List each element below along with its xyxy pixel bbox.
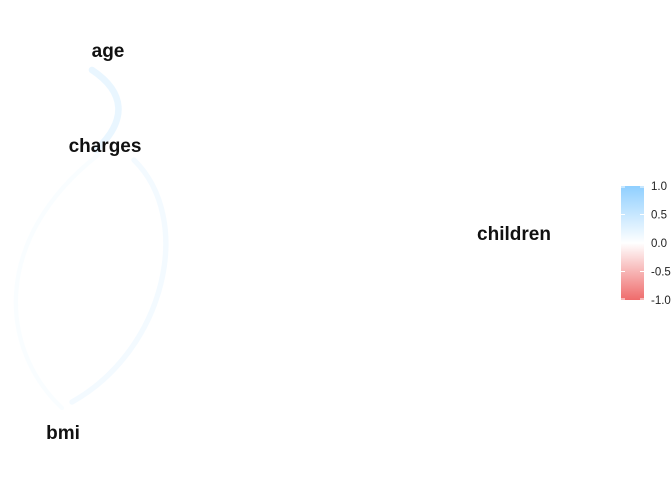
node-label-age: age [92,41,125,62]
legend-tick-label: 0.5 [651,210,667,222]
legend-tick-label: 1.0 [651,181,667,193]
edge-age-bmi [13,152,101,411]
legend-color-bar [621,186,644,300]
legend-tick-label: -0.5 [651,267,671,279]
legend-tick-labels: 1.0 0.5 0.0 -0.5 -1.0 [651,181,671,307]
legend-tick-label: 0.0 [651,238,667,250]
legend-tick-marks [621,186,644,300]
node-label-children: children [477,224,551,245]
node-layer: age charges children bmi [46,41,551,444]
legend-tick-label: -1.0 [651,295,671,307]
edge-layer [13,66,169,411]
legend: 1.0 0.5 0.0 -0.5 -1.0 [621,181,671,307]
edge-charges-bmi [69,157,169,405]
edge-age-charges [88,66,122,154]
node-label-charges: charges [69,136,142,157]
node-label-bmi: bmi [46,423,80,444]
